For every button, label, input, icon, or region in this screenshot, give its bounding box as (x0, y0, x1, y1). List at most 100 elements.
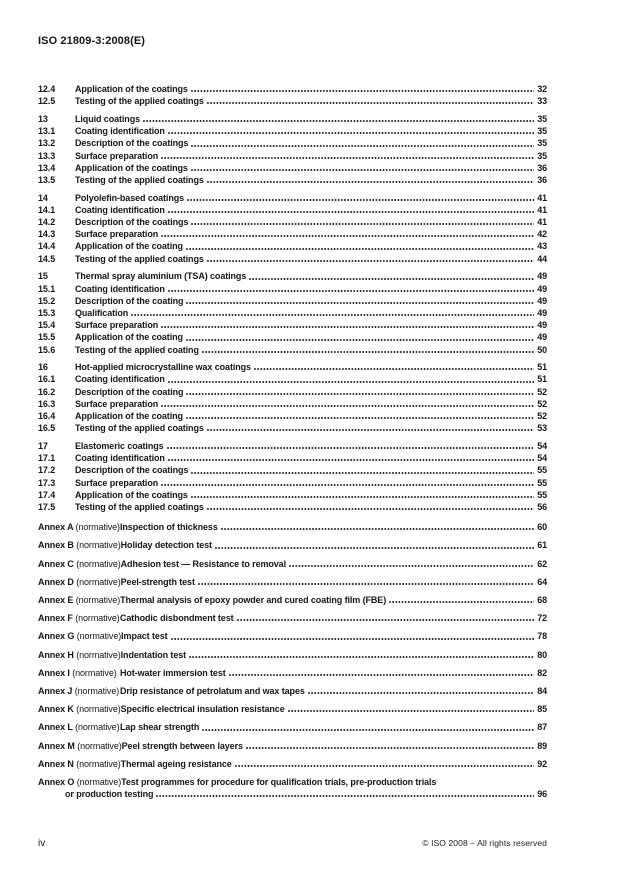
toc-row-title: Testing of the applied coatings (75, 253, 204, 264)
toc-section-group: 16 Hot-applied microcrystalline wax coati… (38, 361, 547, 434)
page-number: 41 (537, 204, 547, 215)
toc-row-number: 13 (38, 113, 48, 124)
page-number: 55 (537, 465, 547, 476)
page-number: 43 (537, 241, 547, 252)
annex-row: Annex I (normative) Hot-water immersion t… (38, 667, 547, 679)
dot-leader (389, 600, 535, 605)
dot-leader (191, 470, 535, 475)
dot-leader (170, 636, 535, 641)
page-number: 49 (537, 320, 547, 331)
page-number: 35 (537, 150, 547, 161)
annex-label: Annex N (normative) (38, 758, 121, 770)
annex-name: Annex H (38, 649, 74, 660)
toc-row: 16.1 Coating identification 51 (38, 373, 547, 385)
toc-section-group: 14 Polyolefin-based coatings 41 14.1 Coating… (38, 192, 547, 265)
annex-row: Annex O (normative) Test programmes for p… (38, 776, 547, 800)
toc-row-number: 16.1 (38, 374, 56, 385)
toc-row-number: 15.4 (38, 320, 56, 331)
toc-section-group: 17 Elastomeric coatings 54 17.1 Coating iden… (38, 440, 547, 513)
dot-leader (206, 507, 535, 512)
toc-row: 12.5 Testing of the applied coatings 33 (38, 95, 547, 107)
toc-row: 13 Liquid coatings 35 (38, 113, 547, 125)
toc-row-title: Qualification (75, 307, 129, 318)
annex-title: Hot-water immersion test (120, 667, 226, 678)
dot-leader (161, 325, 535, 330)
toc-section-group: 15 Thermal spray aluminium (TSA) coatings… (38, 270, 547, 355)
toc-row-title: Testing of the applied coating (75, 344, 199, 355)
annex-title: Indentation test (120, 649, 187, 660)
annex-row-line1: Annex F (normative) Cathodic disbondment … (38, 612, 547, 624)
toc-row-title: Application of the coating (75, 411, 183, 422)
toc-row: 15.2 Description of the coating 49 (38, 295, 547, 307)
dot-leader (185, 416, 535, 421)
annex-title: Adhesion test — Resistance to removal (120, 558, 286, 569)
toc-row-number: 16.4 (38, 411, 56, 422)
toc-row-number: 14 (38, 192, 48, 203)
page-number: 89 (537, 740, 547, 751)
dot-leader (131, 313, 535, 318)
dot-leader (166, 446, 535, 451)
annex-row-line1: Annex O (normative) Test programmes for p… (38, 776, 547, 788)
annex-title: Inspection of thickness (120, 522, 218, 533)
annex-title: Test programmes for procedure for qualif… (121, 777, 437, 788)
toc-row-number: 16.2 (38, 386, 56, 397)
toc-row-number: 15.6 (38, 344, 56, 355)
toc-row: 16.4 Application of the coating 52 (38, 410, 547, 422)
footer-copyright: © ISO 2008 – All rights reserved (422, 838, 547, 848)
dot-leader (228, 673, 535, 678)
page-number: 32 (537, 84, 547, 94)
toc-row-title: Surface preparation (75, 477, 159, 488)
annex-label: Annex D (normative) (38, 576, 121, 588)
annex-title: Cathodic disbondment test (120, 613, 234, 624)
annex-title: Impact test (121, 631, 168, 642)
dot-leader (185, 246, 535, 251)
toc-row-title: Application of the coatings (75, 489, 188, 500)
annex-row-line1: Annex C (normative) Adhesion test — Resis… (38, 558, 547, 570)
toc-row-title: Application of the coatings (75, 84, 188, 94)
toc-row-number: 17.4 (38, 489, 56, 500)
annex-name: Annex C (38, 558, 74, 569)
dot-leader (156, 794, 535, 799)
toc-row-title: Coating identification (75, 453, 165, 464)
dot-leader (245, 745, 535, 750)
toc-row-number: 15.3 (38, 307, 56, 318)
page-number: 35 (537, 113, 547, 124)
annex-qualifier: (normative) (76, 576, 121, 587)
page-number: 84 (537, 686, 547, 697)
annex-name: Annex J (38, 686, 73, 697)
annex-qualifier: (normative) (74, 686, 120, 697)
dot-leader (191, 143, 535, 148)
page-number: 55 (537, 477, 547, 488)
toc-row-title: Coating identification (75, 283, 165, 294)
page-number: 61 (537, 540, 547, 551)
annex-qualifier: (normative) (76, 704, 121, 715)
annex-label: Annex F (normative) (38, 612, 120, 624)
page-number: 72 (537, 613, 547, 624)
toc-row-number: 17.1 (38, 453, 56, 464)
page-number: 49 (537, 295, 547, 306)
annex-row-line1: Annex E (normative) Thermal analysis of e… (38, 594, 547, 606)
toc-row: 15.5 Application of the coating 49 (38, 331, 547, 343)
toc-row-number: 14.2 (38, 217, 56, 228)
page-number: 55 (537, 489, 547, 500)
annex-row-line1: Annex G (normative) Impact test 78 (38, 630, 547, 642)
toc-row: 15.1 Coating identification 49 (38, 283, 547, 295)
dot-leader (167, 131, 535, 136)
annex-label: Annex E (normative) (38, 594, 120, 606)
annex-name: Annex B (38, 540, 74, 551)
toc-row-title: Surface preparation (75, 398, 159, 409)
page-number: 52 (537, 411, 547, 422)
toc-row-number: 12.4 (38, 84, 56, 94)
dot-leader (307, 691, 535, 696)
annex-qualifier: (normative) (75, 595, 121, 606)
toc-section-group: 13 Liquid coatings 35 13.1 Coating identific… (38, 113, 547, 186)
toc-row-number: 16 (38, 362, 48, 373)
annex-row-line1: Annex J (normative) Drip resistance of pe… (38, 685, 547, 697)
annex-row: Annex K (normative) Specific electrical i… (38, 703, 547, 715)
toc-row-title: Description of the coatings (75, 138, 189, 149)
annex-row-line1: Annex D (normative) Peel-strength test 64 (38, 576, 547, 588)
toc-row-number: 15.5 (38, 332, 56, 343)
annex-row: Annex G (normative) Impact test 78 (38, 630, 547, 642)
toc-row: 14.5 Testing of the applied coatings 44 (38, 253, 547, 265)
toc-row-title: Thermal spray aluminium (TSA) coatings (75, 271, 247, 282)
